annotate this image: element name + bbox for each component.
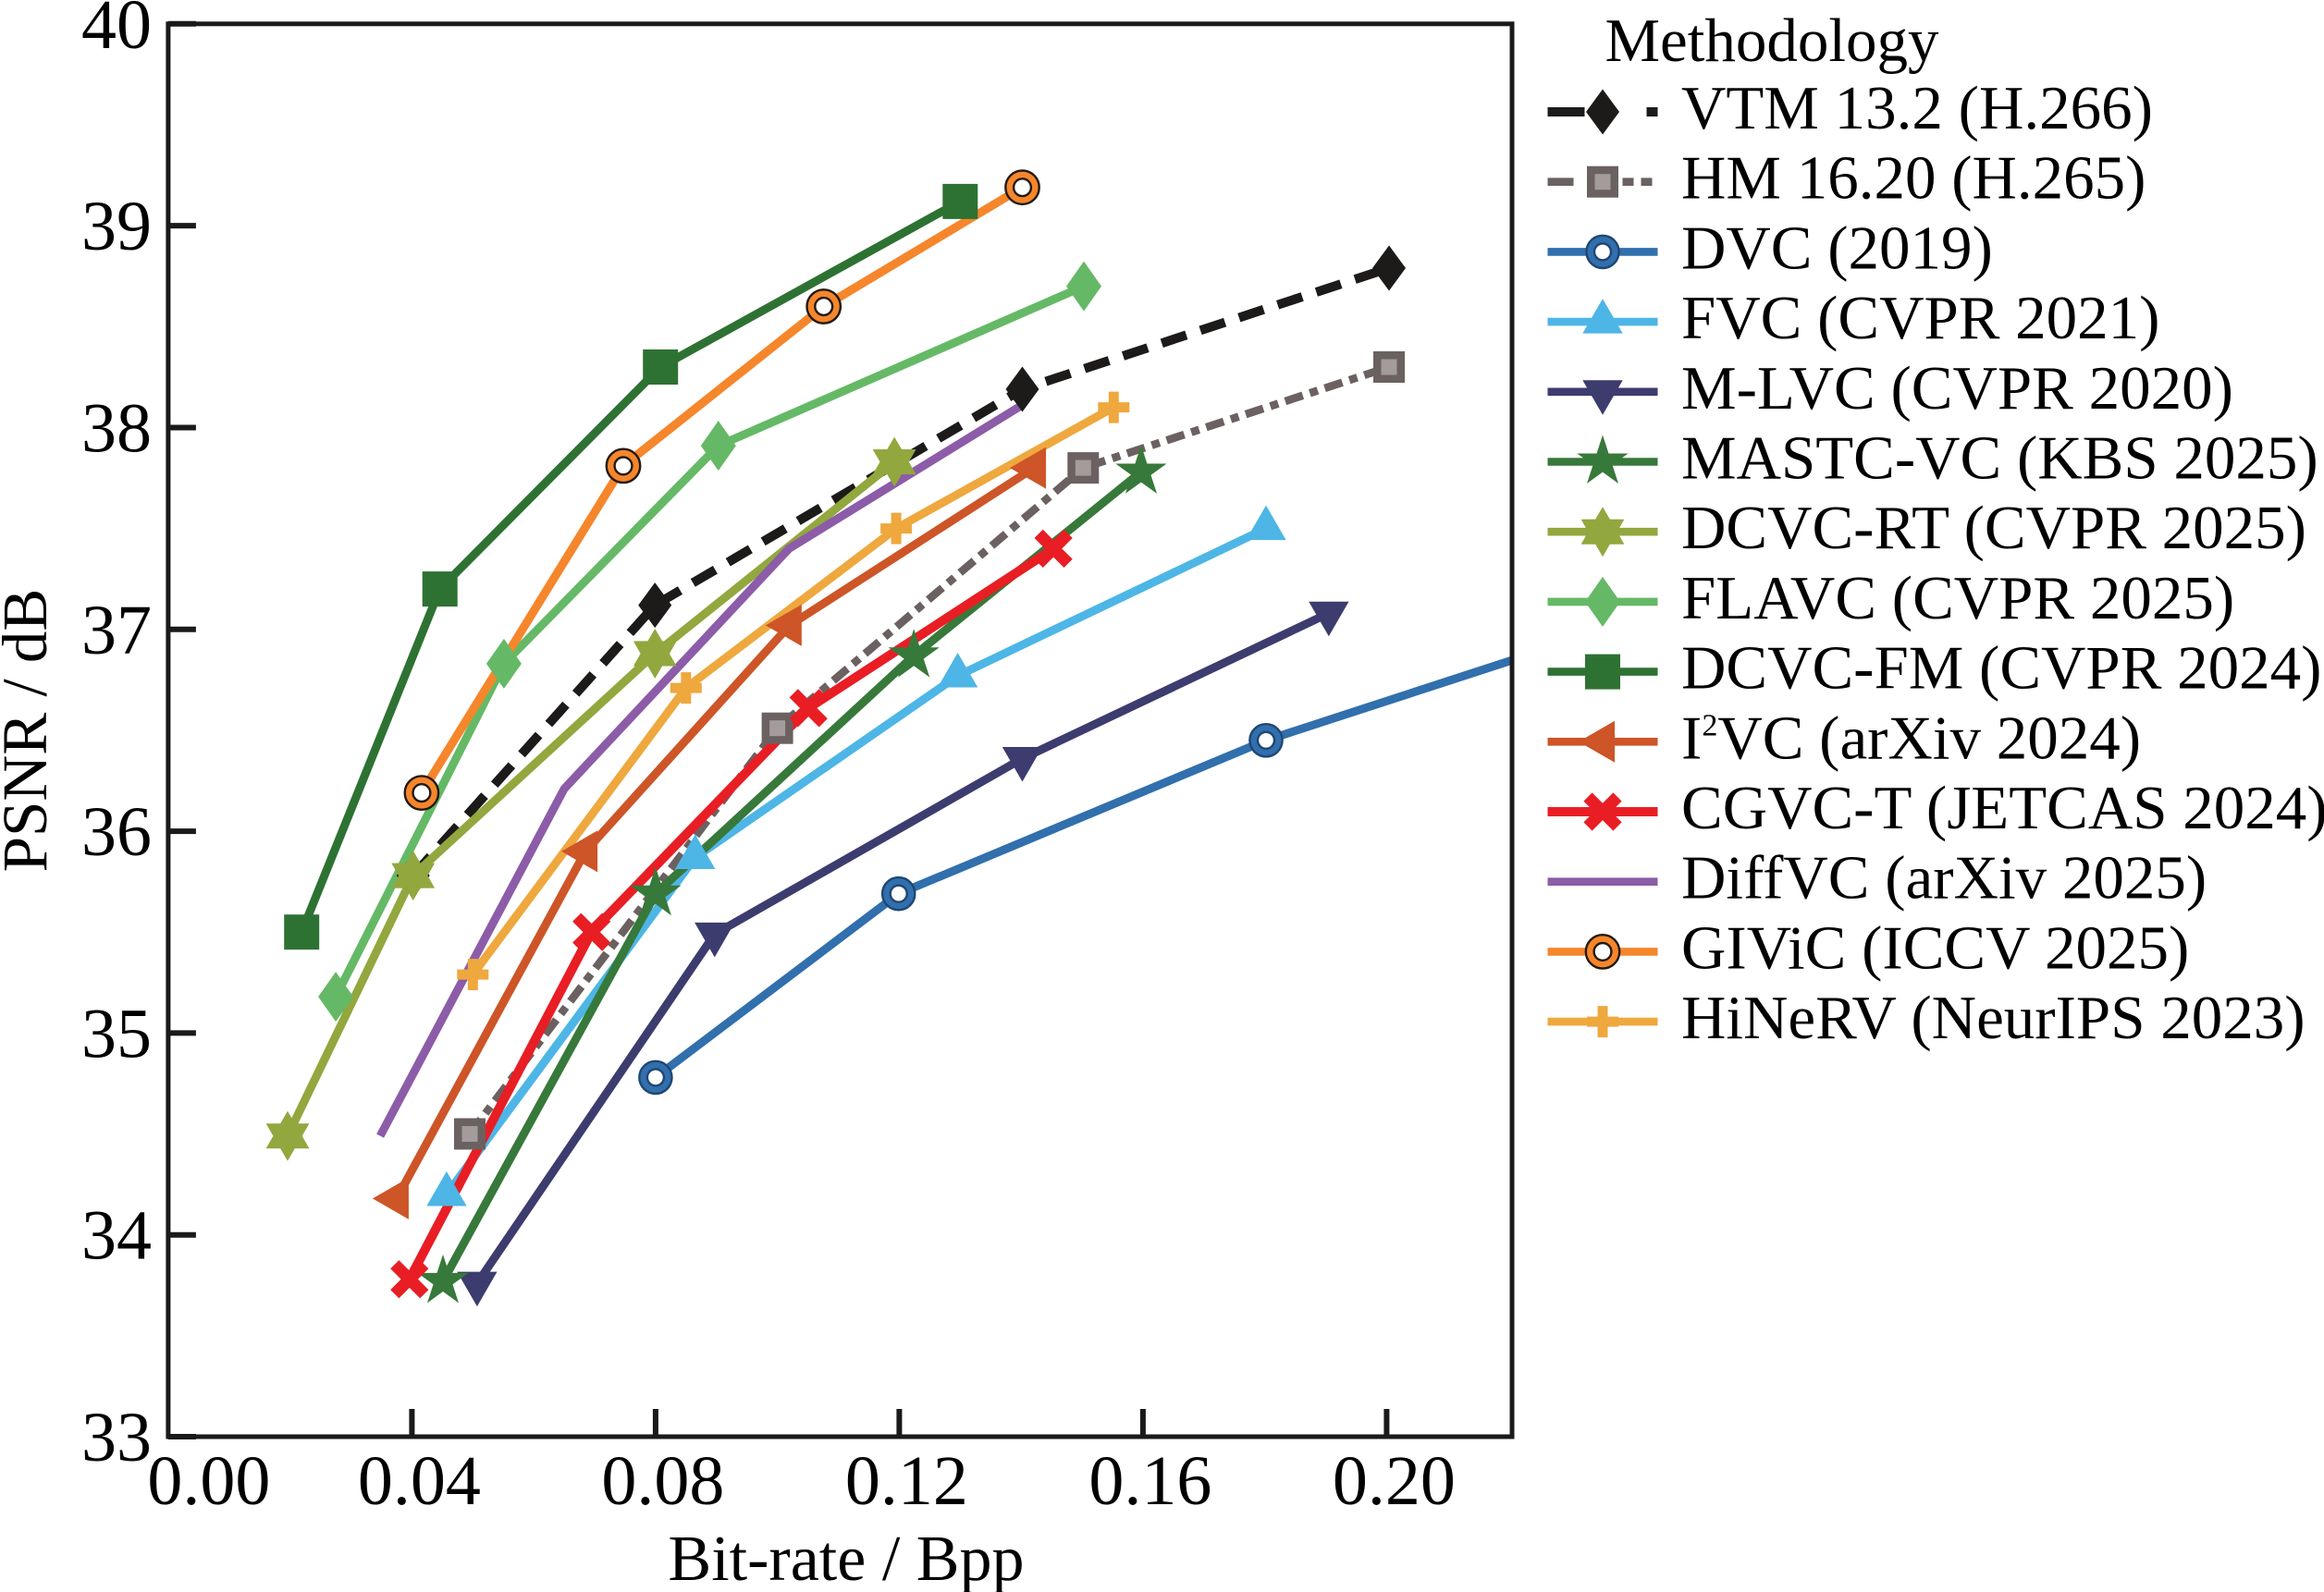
svg-text:36: 36 [81, 793, 152, 871]
svg-text:FVC (CVPR 2021): FVC (CVPR 2021) [1681, 284, 2159, 352]
svg-text:GIViC (ICCV 2025): GIViC (ICCV 2025) [1681, 913, 2189, 982]
svg-text:DCVC-FM (CVPR 2024): DCVC-FM (CVPR 2024) [1681, 634, 2321, 703]
svg-text:PSNR / dB: PSNR / dB [0, 589, 60, 873]
svg-text:Methodology: Methodology [1605, 6, 1939, 75]
svg-text:M-LVC (CVPR 2020): M-LVC (CVPR 2020) [1681, 354, 2233, 422]
svg-text:DVC (2019): DVC (2019) [1681, 214, 1993, 282]
svg-text:34: 34 [81, 1197, 152, 1275]
svg-text:CGVC-T (JETCAS 2024): CGVC-T (JETCAS 2024) [1681, 774, 2324, 842]
svg-text:VTM 13.2 (H.266): VTM 13.2 (H.266) [1681, 74, 2153, 142]
svg-text:33: 33 [81, 1399, 152, 1476]
svg-text:0.08: 0.08 [601, 1442, 724, 1520]
svg-text:0.12: 0.12 [845, 1442, 968, 1520]
svg-text:35: 35 [81, 995, 152, 1072]
svg-text:39: 39 [81, 188, 152, 265]
svg-text:DCVC-RT (CVPR 2025): DCVC-RT (CVPR 2025) [1681, 494, 2306, 562]
svg-text:0.04: 0.04 [358, 1442, 481, 1520]
svg-text:Bit-rate / Bpp: Bit-rate / Bpp [669, 1524, 1025, 1592]
svg-text:0.20: 0.20 [1333, 1442, 1456, 1520]
svg-text:FLAVC (CVPR 2025): FLAVC (CVPR 2025) [1681, 564, 2234, 632]
svg-text:40: 40 [81, 0, 152, 64]
svg-text:HiNeRV (NeurIPS 2023): HiNeRV (NeurIPS 2023) [1681, 984, 2306, 1052]
svg-text:I2VC (arXiv 2024): I2VC (arXiv 2024) [1681, 704, 2141, 772]
svg-text:0.00: 0.00 [147, 1442, 270, 1520]
svg-text:38: 38 [81, 390, 152, 468]
svg-text:DiffVC (arXiv 2025): DiffVC (arXiv 2025) [1681, 844, 2207, 912]
svg-text:HM 16.20 (H.265): HM 16.20 (H.265) [1681, 144, 2146, 213]
svg-text:0.16: 0.16 [1088, 1442, 1211, 1520]
svg-text:MASTC-VC (KBS 2025): MASTC-VC (KBS 2025) [1681, 424, 2318, 493]
svg-text:37: 37 [81, 592, 152, 669]
